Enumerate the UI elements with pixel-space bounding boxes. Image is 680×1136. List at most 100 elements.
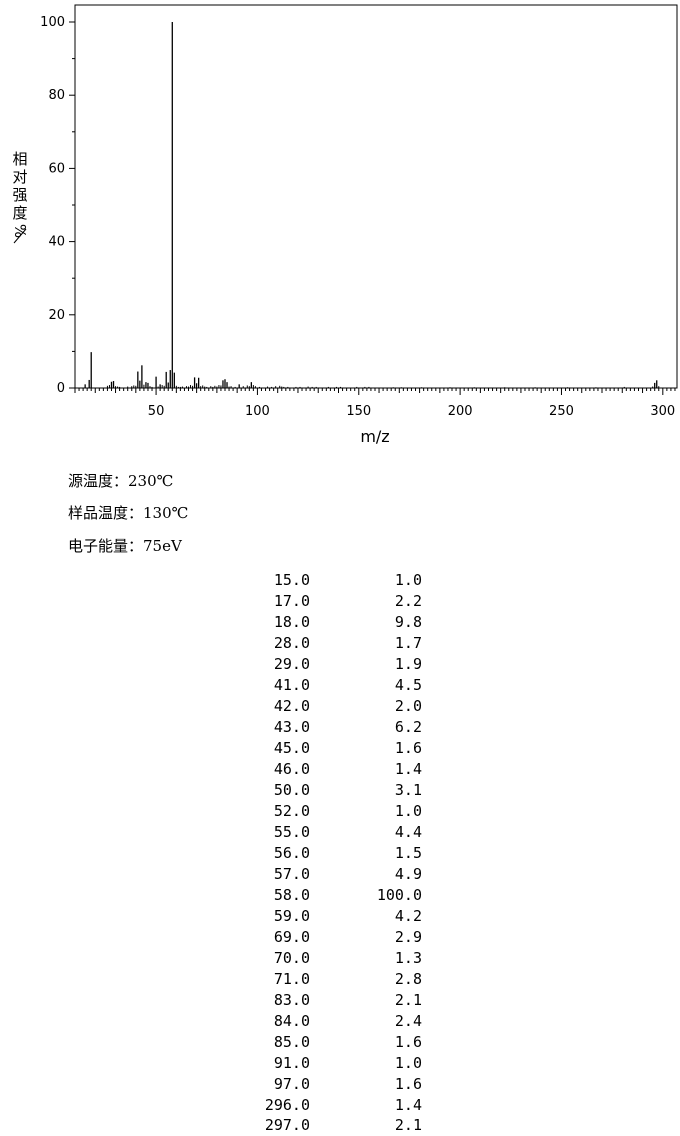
table-row: 56.0 1.5 [250, 844, 430, 865]
peak-intensity-value: 1.4 [394, 1096, 422, 1114]
table-row: 296.0 1.4 [250, 1096, 430, 1116]
y-tick-label: 80 [48, 88, 65, 103]
plot-frame [74, 4, 678, 389]
peak-intensity-value: 1.0 [394, 1054, 422, 1072]
electron-energy: 电子能量：75eV [68, 537, 182, 555]
table-row: 55.0 4.4 [250, 823, 430, 844]
peak-mz-value: 97.0 [273, 1075, 310, 1093]
peak-intensity-value: 9.8 [394, 613, 422, 631]
y-tick-label: 100 [40, 15, 65, 30]
x-tick-label: 250 [549, 404, 574, 419]
peak-intensity-value: 2.1 [394, 991, 422, 1009]
x-tick-label: 300 [650, 404, 675, 419]
peak-intensity-value: 1.0 [394, 802, 422, 820]
table-row: 97.0 1.6 [250, 1075, 430, 1096]
x-tick-label: 150 [346, 404, 371, 419]
peak-mz-value: 57.0 [273, 865, 310, 883]
peak-intensity-value: 1.3 [394, 949, 422, 967]
table-row: 50.0 3.1 [250, 781, 430, 802]
peak-intensity-value: 2.8 [394, 970, 422, 988]
peak-mz-value: 41.0 [273, 676, 310, 694]
table-row: 45.0 1.6 [250, 739, 430, 760]
peak-intensity-value: 1.6 [394, 1033, 422, 1051]
peak-intensity-value: 3.1 [394, 781, 422, 799]
peak-mz-value: 84.0 [273, 1012, 310, 1030]
peak-intensity-value: 1.4 [394, 760, 422, 778]
sample-temperature: 样品温度：130℃ [68, 504, 189, 522]
peak-mz-value: 296.0 [264, 1096, 310, 1114]
x-tick-label: 100 [245, 404, 270, 419]
peak-intensity-value: 100.0 [376, 886, 422, 904]
peak-intensity-value: 1.5 [394, 844, 422, 862]
peak-mz-value: 28.0 [273, 634, 310, 652]
peak-mz-value: 91.0 [273, 1054, 310, 1072]
x-tick-label: 200 [448, 404, 473, 419]
table-row: 71.0 2.8 [250, 970, 430, 991]
peak-mz-value: 83.0 [273, 991, 310, 1009]
peak-mz-value: 43.0 [273, 718, 310, 736]
peak-intensity-value: 2.9 [394, 928, 422, 946]
peak-intensity-value: 4.4 [394, 823, 422, 841]
peak-intensity-value: 1.6 [394, 1075, 422, 1093]
peak-intensity-value: 4.9 [394, 865, 422, 883]
peak-intensity-value: 6.2 [394, 718, 422, 736]
peak-mz-value: 85.0 [273, 1033, 310, 1051]
peak-mz-value: 18.0 [273, 613, 310, 631]
table-row: 29.0 1.9 [250, 655, 430, 676]
peak-intensity-value: 2.1 [394, 1116, 422, 1134]
y-axis-label-char: % [11, 224, 29, 238]
peak-intensity-value: 1.0 [394, 571, 422, 589]
peak-mz-value: 29.0 [273, 655, 310, 673]
peak-intensity-value: 4.2 [394, 907, 422, 925]
table-row: 91.0 1.0 [250, 1054, 430, 1075]
y-tick-label: 20 [48, 308, 65, 323]
peak-mz-value: 17.0 [273, 592, 310, 610]
peak-mz-value: 69.0 [273, 928, 310, 946]
table-row: 43.0 6.2 [250, 718, 430, 739]
y-tick-label: 40 [48, 235, 65, 250]
x-tick-label: 50 [148, 404, 165, 419]
peak-mz-value: 58.0 [273, 886, 310, 904]
x-axis-label: m/z [360, 427, 389, 446]
table-row: 83.0 2.1 [250, 991, 430, 1012]
table-row: 18.0 9.8 [250, 613, 430, 634]
y-tick-label: 60 [48, 161, 65, 176]
peak-mz-value: 15.0 [273, 571, 310, 589]
peak-mz-value: 50.0 [273, 781, 310, 799]
peak-intensity-value: 2.0 [394, 697, 422, 715]
y-tick-label: 0 [57, 381, 65, 396]
table-row: 70.0 1.3 [250, 949, 430, 970]
table-row: 297.0 2.1 [250, 1116, 430, 1136]
table-row: 46.0 1.4 [250, 760, 430, 781]
peak-intensity-value: 1.7 [394, 634, 422, 652]
table-row: 17.0 2.2 [250, 592, 430, 613]
table-row: 69.0 2.9 [250, 928, 430, 949]
table-row: 52.0 1.0 [250, 802, 430, 823]
peak-intensity-value: 4.5 [394, 676, 422, 694]
peak-mz-value: 59.0 [273, 907, 310, 925]
peak-intensity-value: 2.4 [394, 1012, 422, 1030]
table-row: 42.0 2.0 [250, 697, 430, 718]
y-axis-label-char: 相 [12, 150, 27, 168]
peak-mz-value: 56.0 [273, 844, 310, 862]
table-row: 41.0 4.5 [250, 676, 430, 697]
peak-mz-value: 42.0 [273, 697, 310, 715]
peak-table: 15.0 1.0 17.0 2.2 18.0 9.8 28.0 1.7 29.0 1.9 41.0 4… [250, 571, 430, 1136]
peak-mz-value: 45.0 [273, 739, 310, 757]
table-row: 59.0 4.2 [250, 907, 430, 928]
peak-intensity-value: 1.6 [394, 739, 422, 757]
peak-mz-value: 297.0 [264, 1116, 310, 1134]
source-temperature: 源温度：230℃ [68, 472, 174, 490]
table-row: 15.0 1.0 [250, 571, 430, 592]
table-row: 84.0 2.4 [250, 1012, 430, 1033]
peak-mz-value: 46.0 [273, 760, 310, 778]
y-axis-label-char: 强 [12, 186, 27, 204]
table-row: 28.0 1.7 [250, 634, 430, 655]
table-row: 85.0 1.6 [250, 1033, 430, 1054]
peak-intensity-value: 1.9 [394, 655, 422, 673]
peak-mz-value: 71.0 [273, 970, 310, 988]
peak-mz-value: 52.0 [273, 802, 310, 820]
table-row: 58.0 100.0 [250, 886, 430, 907]
y-axis-label-char: 对 [12, 168, 27, 186]
